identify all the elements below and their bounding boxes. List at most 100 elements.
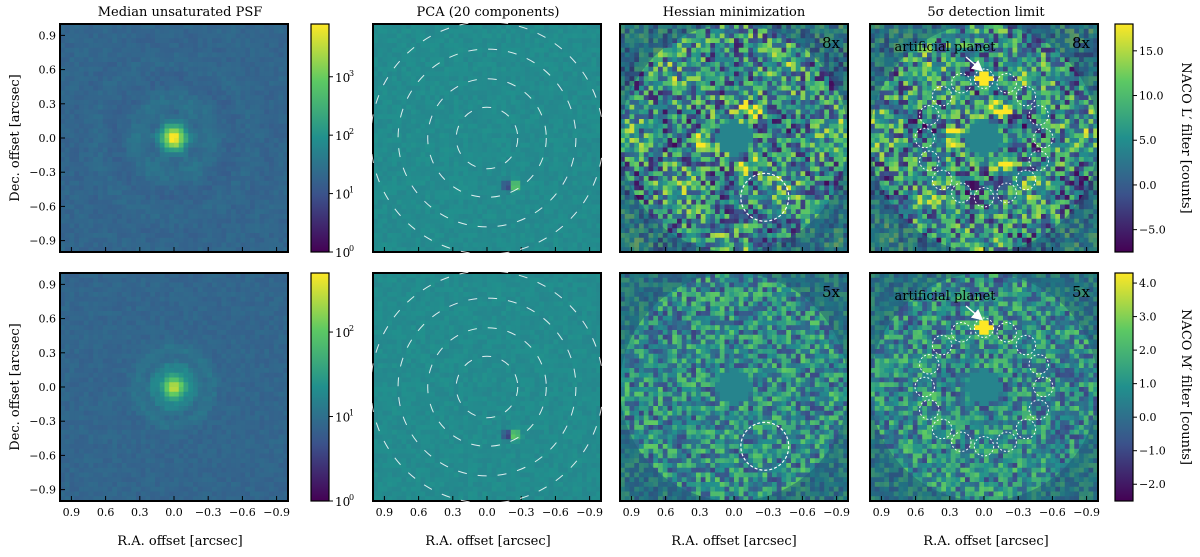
x-tick-label: 0.0 bbox=[725, 506, 743, 519]
x-tick-label: 0.6 bbox=[97, 506, 115, 519]
detection-aperture bbox=[951, 73, 972, 94]
detection-aperture bbox=[931, 334, 953, 356]
colorbar-tick-label: 4.0 bbox=[1139, 277, 1157, 290]
colorbar-tick-label: 10 bbox=[335, 246, 350, 260]
row-1-detection-corner-mask bbox=[870, 24, 1099, 253]
x-tick-label: −0.6 bbox=[789, 506, 816, 519]
x-tick-label: 0.6 bbox=[410, 506, 428, 519]
row-2-hessian-magnification: 5x bbox=[822, 283, 841, 301]
row-2-pca-x-axis: 0.9 0.6 0.3 0.0 −0.3 −0.6 −0.9 bbox=[376, 496, 603, 519]
detection-aperture bbox=[973, 68, 995, 89]
colorbar-tick-label: 10 bbox=[335, 188, 350, 202]
row-1-psf-x-axis bbox=[70, 247, 278, 252]
row-1-residual-colorbar bbox=[1114, 23, 1134, 253]
y-tick-label: −0.3 bbox=[29, 166, 56, 179]
colorbar-tick-label: −5.0 bbox=[1139, 224, 1166, 237]
detection-aperture bbox=[931, 418, 953, 440]
row-2-pca-annulus-1 bbox=[455, 355, 519, 419]
detection-aperture bbox=[951, 431, 972, 452]
title-detection: 5σ detection limit bbox=[927, 5, 1045, 20]
row-1-detection-apertures bbox=[914, 68, 1054, 208]
x-tick-label: 0.3 bbox=[941, 506, 959, 519]
row-2-hessian-image bbox=[620, 273, 849, 502]
colorbar-tick-label: 0.0 bbox=[1139, 179, 1157, 192]
detection-aperture bbox=[951, 182, 972, 203]
x-tick-label: 0.0 bbox=[165, 506, 183, 519]
row-2-pca-annulus-2 bbox=[427, 327, 547, 447]
title-psf: Median unsaturated PSF bbox=[98, 5, 263, 20]
detection-aperture bbox=[1033, 127, 1054, 149]
title-pca: PCA (20 components) bbox=[417, 5, 560, 20]
x-tick-label: −0.6 bbox=[229, 506, 256, 519]
row-1-detection-x-axis bbox=[880, 247, 1088, 252]
row-1-planet-arrow bbox=[965, 56, 984, 72]
row-1-pca-x-axis bbox=[383, 247, 591, 252]
y-tick-label: −0.9 bbox=[29, 484, 56, 497]
detection-aperture bbox=[951, 322, 972, 343]
row-1-hessian-corner-mask bbox=[620, 24, 849, 253]
row-1-pca-annulus-3 bbox=[397, 48, 577, 228]
panel-grid: 0.9 0.6 0.3 0.0 −0.3 −0.6 −0.9 8x artificial pla… bbox=[29, 21, 1166, 519]
row-1-filter-label: NACO L′ filter [counts] bbox=[1178, 62, 1193, 213]
row-2-residual-colorbar bbox=[1114, 272, 1134, 502]
colorbar-tick-exponent: 1 bbox=[349, 186, 354, 195]
y-tick-label: 0.3 bbox=[39, 347, 57, 360]
x-tick-label: 0.3 bbox=[444, 506, 462, 519]
row-2-psf-colorbar bbox=[310, 272, 330, 502]
row-2-detection-apertures bbox=[914, 317, 1054, 457]
row-1-y-axis: 0.9 0.6 0.3 0.0 −0.3 −0.6 −0.9 bbox=[29, 29, 65, 248]
colorbar-tick-label: 0.0 bbox=[1139, 411, 1157, 424]
y-tick-label: 0.3 bbox=[39, 98, 57, 111]
y-tick-label: −0.9 bbox=[29, 235, 56, 248]
colorbar-tick-label: −1.0 bbox=[1139, 445, 1166, 458]
detection-aperture bbox=[996, 322, 1017, 343]
row-1-pca-annulus-2 bbox=[427, 78, 547, 198]
colorbar-tick-label: 10 bbox=[335, 129, 350, 143]
xlabel-detection: R.A. offset [arcsec] bbox=[923, 534, 1048, 549]
colorbar-tick-label: −2.0 bbox=[1139, 478, 1166, 491]
colorbar-tick-label: 10 bbox=[335, 71, 350, 85]
y-tick-label: 0.6 bbox=[39, 64, 57, 77]
colorbar-tick-label: 10 bbox=[335, 326, 350, 340]
x-tick-label: −0.9 bbox=[1073, 506, 1100, 519]
xlabel-hessian: R.A. offset [arcsec] bbox=[671, 534, 796, 549]
detection-aperture bbox=[973, 187, 995, 208]
row-2-hessian-corner-mask bbox=[620, 273, 849, 501]
detection-aperture bbox=[1015, 334, 1037, 356]
x-tick-label: 0.9 bbox=[63, 506, 81, 519]
row-2-detection-magnification: 5x bbox=[1072, 283, 1091, 301]
detection-aperture bbox=[1015, 418, 1037, 440]
x-tick-label: −0.3 bbox=[508, 506, 535, 519]
row-1-hessian-image bbox=[620, 24, 849, 253]
y-tick-label: −0.3 bbox=[29, 415, 56, 428]
x-tick-label: 0.9 bbox=[873, 506, 891, 519]
y-tick-label: 0.9 bbox=[39, 278, 57, 291]
row-2-pca-annulus-4 bbox=[370, 270, 604, 504]
colorbar-tick-exponent: 1 bbox=[349, 409, 354, 418]
detection-aperture bbox=[1033, 376, 1054, 398]
colorbar-tick-exponent: 0 bbox=[349, 493, 354, 502]
y-tick-label: 0.0 bbox=[39, 381, 57, 394]
detection-aperture bbox=[931, 169, 953, 191]
colorbar-tick-label: 10 bbox=[335, 495, 350, 509]
row-2-pca-image bbox=[373, 273, 602, 502]
row-1-pca-annulus-4 bbox=[370, 21, 604, 255]
row-1-planet-label: artificial planet bbox=[894, 40, 996, 55]
y-tick-label: −0.6 bbox=[29, 200, 56, 213]
colorbar-tick-exponent: 0 bbox=[349, 244, 354, 253]
detection-aperture bbox=[973, 317, 995, 338]
x-tick-label: 0.9 bbox=[376, 506, 394, 519]
colorbar-tick-label: 10 bbox=[335, 411, 350, 425]
detection-aperture bbox=[919, 354, 940, 375]
x-tick-label: −0.3 bbox=[195, 506, 222, 519]
x-tick-label: −0.6 bbox=[542, 506, 569, 519]
row-2-pca-annulus-3 bbox=[397, 297, 577, 477]
row-2-detection-image bbox=[870, 273, 1099, 502]
row-1-psf-colorbar bbox=[310, 23, 330, 253]
colorbar-tick-label: 3.0 bbox=[1139, 311, 1157, 324]
colorbar-tick-label: 10.0 bbox=[1139, 90, 1164, 103]
xlabel-pca: R.A. offset [arcsec] bbox=[425, 534, 550, 549]
detection-aperture bbox=[919, 150, 940, 171]
row-2-ylabel: Dec. offset [arcsec] bbox=[8, 323, 23, 450]
